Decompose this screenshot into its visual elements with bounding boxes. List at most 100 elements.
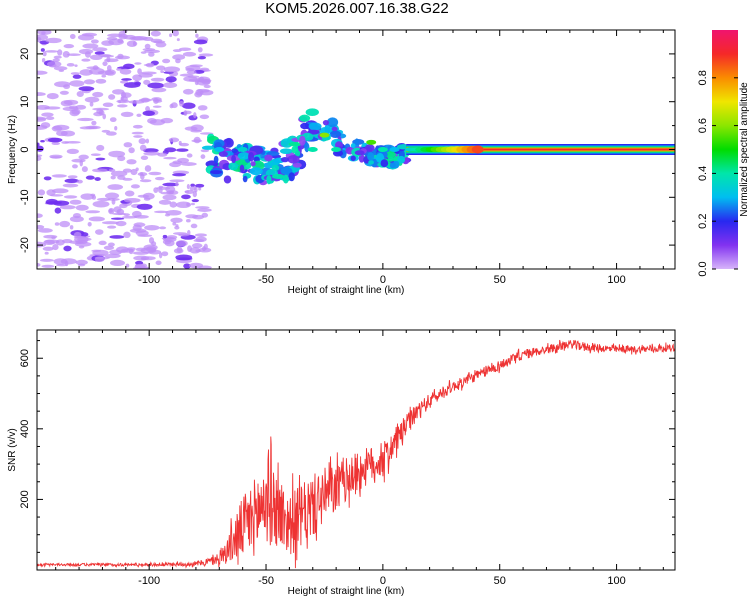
heatmap-fading-blob	[354, 150, 365, 156]
heatmap-noise-blob	[85, 125, 101, 130]
heatmap-noise-blob	[83, 79, 96, 85]
heatmap-fading-blob	[364, 144, 375, 152]
heatmap-noise-blob	[148, 171, 162, 176]
heatmap-fading-blob	[239, 164, 245, 173]
heatmap-noise-blob	[138, 73, 153, 78]
heatmap-noise-blob	[183, 76, 198, 82]
heatmap-noise-blob	[175, 181, 179, 187]
heatmap-noise-blob	[131, 210, 142, 218]
colorbar-tick-label: 0.4	[697, 166, 709, 181]
heatmap-noise-blob	[82, 43, 99, 49]
heatmap-noise-blob	[50, 156, 62, 159]
heatmap-noise-blob	[41, 264, 55, 268]
heatmap-noise-blob	[123, 197, 141, 203]
heatmap-noise-blob	[106, 36, 118, 41]
heatmap-noise-blob	[94, 256, 111, 260]
heatmap-noise-blob	[155, 42, 167, 48]
heatmap-noise-blob	[37, 263, 41, 267]
heatmap-noise-blob	[158, 185, 164, 189]
heatmap-noise-blob	[63, 195, 78, 199]
heatmap-noise-blob	[109, 259, 126, 267]
heatmap-noise-blob	[45, 116, 55, 120]
heatmap-noise-blob	[104, 192, 120, 199]
heatmap-fading-blob	[397, 155, 406, 164]
heatmap-noise-blob	[56, 130, 68, 137]
heatmap-noise-blob	[87, 221, 92, 227]
heatmap-noise-blob	[118, 100, 122, 104]
heatmap-noise-blob	[190, 202, 195, 206]
heatmap-noise-blob	[108, 168, 116, 173]
heatmap-signal-band	[406, 148, 675, 151]
heatmap-knot	[319, 132, 330, 138]
heatmap-noise-blob	[148, 51, 155, 57]
heatmap-noise-blob	[197, 55, 206, 60]
heatmap-noise-blob	[149, 119, 166, 126]
heatmap-noise-blob	[150, 77, 165, 82]
heatmap-noise-blob	[54, 222, 60, 226]
heatmap-noise-blob	[81, 166, 88, 173]
heatmap-fading-blob	[288, 142, 302, 147]
heatmap-fading-blob	[264, 154, 273, 162]
heatmap-noise-blob	[197, 47, 203, 53]
heatmap-fading-blob	[308, 122, 322, 131]
heatmap-noise-blob	[193, 69, 205, 74]
colorbar-tick-label: 0.0	[697, 261, 709, 276]
heatmap-noise-blob	[180, 162, 197, 166]
heatmap-fading-blob	[237, 152, 250, 160]
heatmap-noise-blob	[63, 43, 75, 49]
heatmap-noise-blob	[92, 249, 109, 256]
heatmap-noise-blob	[181, 194, 191, 200]
heatmap-noise-blob	[132, 74, 143, 81]
heatmap-noise-blob	[179, 142, 190, 147]
heatmap-noise-blob	[137, 68, 142, 75]
heatmap-noise-blob	[103, 245, 115, 250]
heatmap-noise-blob	[193, 239, 205, 243]
heatmap-noise-blob	[152, 105, 162, 108]
heatmap-noise-blob	[98, 110, 105, 116]
heatmap-fading-blob	[288, 172, 295, 182]
heatmap-noise-blob	[120, 91, 127, 98]
y-tick-label-top: 0	[19, 146, 31, 152]
heatmap-noise-blob	[108, 150, 126, 158]
heatmap-fading-blob	[380, 159, 389, 168]
heatmap-noise-blob	[131, 35, 148, 41]
heatmap-noise-blob	[98, 240, 107, 246]
heatmap-noise-blob	[155, 65, 166, 71]
heatmap-noise-blob	[197, 208, 212, 212]
heatmap-noise-blob	[72, 213, 81, 219]
heatmap-noise-blob	[117, 104, 128, 108]
heatmap-noise-blob	[89, 54, 103, 61]
heatmap-noise-blob	[46, 189, 56, 196]
heatmap-fading-blob	[350, 143, 356, 149]
heatmap-noise-blob	[195, 89, 204, 96]
heatmap-noise-blob	[95, 229, 104, 235]
heatmap-noise-blob	[175, 240, 188, 247]
heatmap-noise-blob	[94, 177, 101, 181]
heatmap-noise-blob	[135, 167, 139, 172]
heatmap-noise-blob	[190, 129, 203, 133]
heatmap-noise-blob	[190, 124, 204, 132]
heatmap-noise-blob	[44, 50, 59, 53]
heatmap-noise-blob	[114, 55, 131, 60]
heatmap-noise-blob	[183, 110, 188, 116]
heatmap-noise-blob	[92, 200, 110, 208]
heatmap-noise-blob	[90, 39, 99, 44]
heatmap-noise-blob	[78, 48, 94, 55]
heatmap-fading-blob	[210, 170, 223, 175]
heatmap-noise-blob	[182, 51, 197, 57]
heatmap-noise-blob	[37, 189, 46, 196]
heatmap-noise-blob	[43, 234, 58, 239]
heatmap-noise-blob	[124, 190, 135, 197]
heatmap-noise-blob	[47, 60, 62, 68]
heatmap-noise-blob	[37, 213, 43, 219]
heatmap-noise-blob	[107, 33, 123, 38]
heatmap-noise-blob	[134, 62, 142, 65]
heatmap-noise-blob	[110, 175, 116, 180]
y-tick-label-top: -20	[19, 237, 31, 253]
heatmap-noise-blob	[172, 54, 186, 60]
heatmap-noise-blob	[140, 173, 145, 180]
heatmap-noise-blob	[70, 72, 80, 75]
heatmap-noise-blob	[196, 79, 211, 86]
heatmap-fading-blob	[354, 138, 359, 146]
